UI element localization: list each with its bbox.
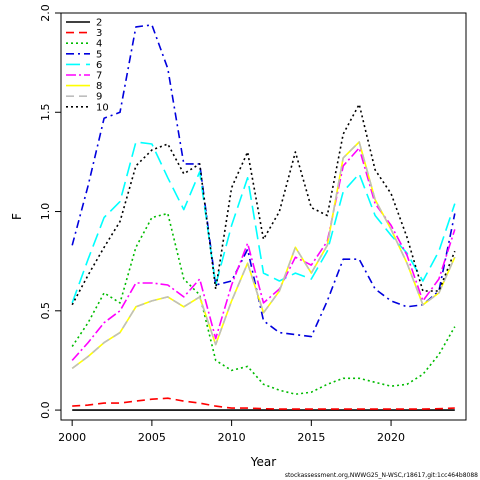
x-tick-label: 2010: [218, 431, 246, 444]
x-tick-label: 2015: [297, 431, 325, 444]
x-tick-label: 2005: [138, 431, 166, 444]
series-line-10: [71, 103, 456, 306]
x-axis: 2000 2005 2010 2015 2020: [58, 419, 405, 444]
legend-label: 5: [96, 49, 102, 60]
series-line-3: [72, 397, 455, 410]
legend-label: 4: [96, 39, 102, 50]
series-line-8: [71, 141, 456, 370]
x-tick-label: 2000: [58, 431, 86, 444]
y-tick-label: 0.0: [39, 401, 52, 419]
series-layer: [71, 24, 456, 411]
series-line-6: [71, 141, 456, 304]
y-axis-label: F: [10, 213, 24, 220]
y-axis: 0.0 0.5 1.0 1.5 2.0: [39, 4, 62, 419]
y-tick-label: 1.5: [39, 104, 52, 122]
series-line-7: [71, 147, 456, 361]
footer-text: stockassessment.org,NWWG25_N-WSC,r18617,…: [285, 472, 478, 479]
legend-label: 6: [96, 60, 102, 71]
legend-label: 8: [96, 81, 102, 92]
y-tick-label: 1.0: [39, 203, 52, 221]
series-line-9: [71, 141, 456, 370]
series-line-5: [71, 24, 456, 338]
legend-label: 10: [96, 102, 109, 113]
legend-label: 7: [96, 71, 102, 82]
legend-label: 3: [96, 28, 102, 39]
y-tick-label: 0.5: [39, 302, 52, 320]
x-tick-label: 2020: [377, 431, 405, 444]
legend-label: 9: [96, 92, 102, 103]
legend-label: 2: [96, 18, 102, 29]
y-tick-label: 2.0: [39, 4, 52, 22]
x-axis-label: Year: [250, 455, 276, 469]
series-line-4: [71, 212, 456, 396]
